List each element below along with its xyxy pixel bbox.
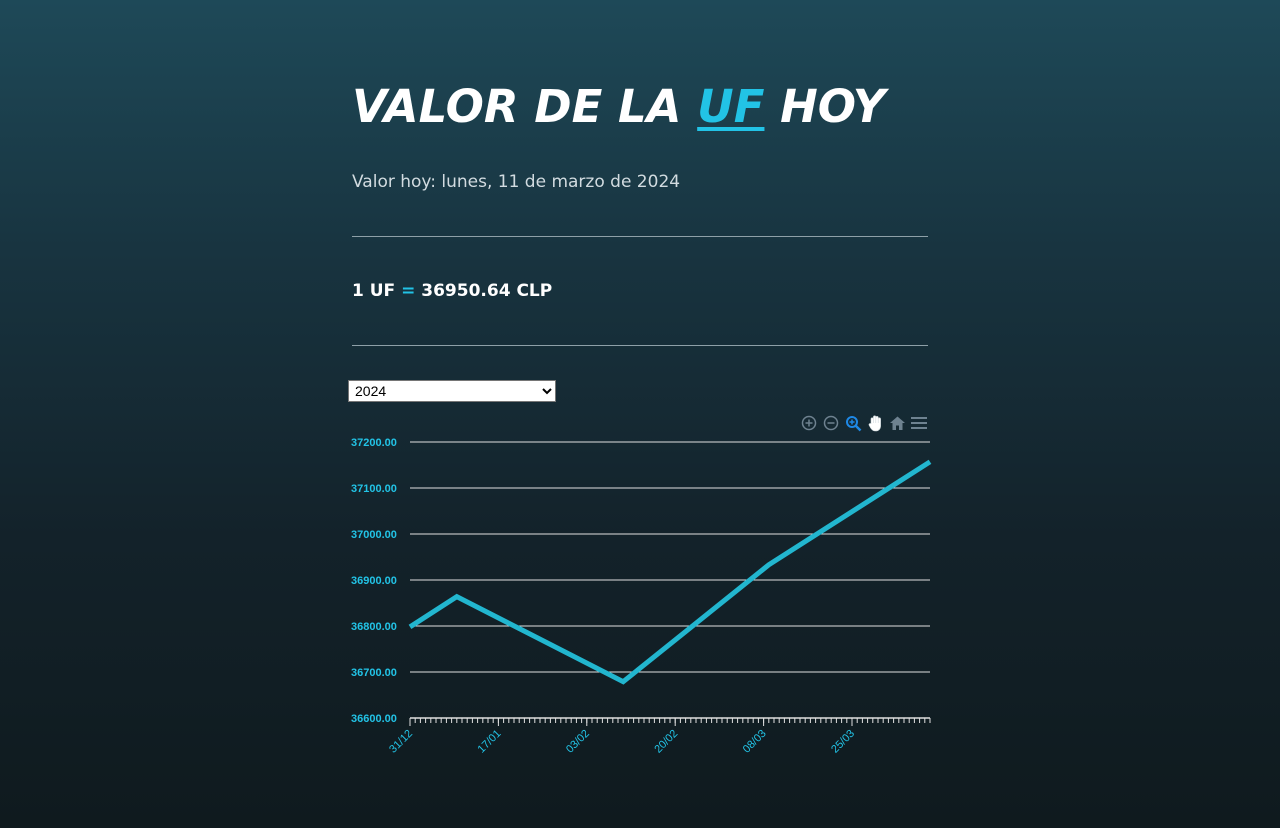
value-right: 36950.64 CLP	[415, 281, 553, 301]
y-tick-label: 37200.00	[351, 437, 397, 449]
title-accent-uf: UF	[697, 80, 765, 133]
zoom-in-icon[interactable]	[800, 414, 818, 432]
zoom-selection-icon[interactable]	[844, 414, 862, 432]
series-line-uf	[408, 459, 932, 685]
uf-value-line: 1 UF = 36950.64 CLP	[352, 281, 552, 301]
home-reset-icon[interactable]	[888, 414, 906, 432]
x-tick-label: 17/01	[476, 728, 504, 756]
date-line: Valor hoy: lunes, 11 de marzo de 2024	[352, 172, 681, 192]
x-tick-label: 08/03	[741, 728, 769, 756]
title-after: HOY	[764, 80, 886, 133]
divider-bottom	[352, 345, 928, 346]
x-tick-label: 31/12	[387, 728, 415, 756]
x-tick-label: 03/02	[564, 728, 592, 756]
year-select[interactable]: 2024	[348, 380, 556, 402]
title-before: VALOR DE LA	[352, 80, 698, 133]
y-tick-label: 36700.00	[351, 667, 397, 679]
uf-line-chart: 37200.00 37100.00 37000.00 36900.00 36800.00…	[351, 437, 932, 756]
menu-icon[interactable]	[910, 414, 928, 432]
y-tick-label: 36900.00	[351, 575, 397, 587]
value-left: 1 UF	[352, 281, 402, 301]
y-tick-label: 36600.00	[351, 713, 397, 725]
value-equals: =	[401, 281, 416, 301]
pan-hand-icon[interactable]	[866, 414, 884, 432]
page-title: VALOR DE LA UF HOY	[352, 80, 885, 133]
chart-toolbar	[800, 413, 928, 433]
divider-top	[352, 236, 928, 237]
y-tick-label: 36800.00	[351, 621, 397, 633]
zoom-out-icon[interactable]	[822, 414, 840, 432]
x-tick-label: 25/03	[829, 728, 857, 756]
y-tick-label: 37000.00	[351, 529, 397, 541]
y-tick-label: 37100.00	[351, 483, 397, 495]
x-tick-label: 20/02	[652, 728, 680, 756]
page-content: VALOR DE LA UF HOY Valor hoy: lunes, 11 …	[348, 0, 932, 828]
